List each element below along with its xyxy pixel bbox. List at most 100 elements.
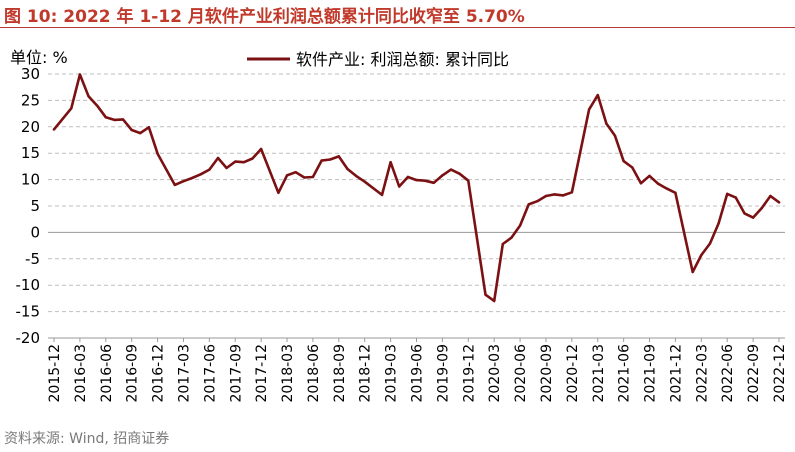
x-tick-label: 2020-09	[539, 344, 555, 403]
data-point	[113, 118, 116, 122]
data-point	[328, 158, 332, 161]
x-tick-label: 2016-06	[99, 344, 115, 403]
data-point	[544, 194, 548, 198]
data-point	[769, 194, 772, 198]
y-tick-label: 5	[30, 197, 40, 215]
data-point	[553, 193, 556, 196]
x-tick-label: 2019-09	[435, 344, 451, 403]
data-point	[104, 116, 107, 119]
data-point	[467, 179, 470, 182]
data-point	[631, 166, 634, 169]
data-point	[139, 131, 142, 135]
data-point	[639, 182, 643, 185]
data-point	[208, 168, 211, 171]
title-divider	[0, 27, 795, 28]
x-axis: 2015-12 2016-03 2016-06 2016-09 2016-12 2017-…	[47, 231, 788, 403]
data-point	[562, 194, 565, 197]
x-tick-label: 2019-06	[410, 344, 426, 403]
data-point	[259, 147, 263, 151]
data-point	[648, 174, 651, 178]
data-point	[587, 108, 591, 111]
x-tick-label: 2017-12	[254, 344, 270, 403]
source-note: 资料来源: Wind, 招商证券	[4, 431, 170, 447]
x-tick-label: 2022-03	[694, 344, 710, 403]
x-tick-label: 2018-03	[280, 344, 296, 403]
data-point	[665, 187, 668, 190]
data-point	[52, 128, 56, 131]
y-tick-label: 10	[21, 171, 40, 189]
data-point	[234, 160, 237, 163]
data-point	[605, 122, 608, 125]
data-point	[311, 175, 315, 179]
data-point	[363, 180, 366, 183]
data-point	[492, 299, 496, 303]
data-point	[449, 168, 453, 171]
legend-label: 软件产业: 利润总额: 累计同比	[296, 50, 509, 69]
x-tick-label: 2020-03	[487, 344, 503, 403]
series-line-0	[52, 73, 781, 303]
data-point	[441, 174, 444, 177]
data-point	[406, 175, 410, 179]
data-point	[337, 155, 341, 158]
x-tick-label: 2021-09	[643, 344, 659, 403]
data-point	[458, 172, 461, 175]
data-point	[743, 212, 746, 215]
y-tick-label: -5	[25, 250, 40, 268]
data-point	[518, 224, 522, 227]
data-point	[536, 200, 539, 203]
data-point	[596, 93, 599, 97]
data-point	[173, 183, 177, 187]
data-point	[61, 117, 64, 121]
x-tick-label: 2017-03	[176, 344, 192, 403]
data-point	[760, 206, 763, 210]
y-tick-label: -10	[16, 276, 41, 294]
x-tick-label: 2020-06	[513, 344, 529, 403]
data-point	[251, 157, 254, 160]
data-point	[380, 193, 384, 197]
x-tick-label: 2022-06	[720, 344, 736, 403]
data-point	[354, 174, 358, 178]
data-point	[277, 191, 280, 194]
data-point	[156, 152, 159, 155]
data-point	[303, 176, 306, 179]
x-tick-label: 2018-12	[358, 344, 374, 403]
data-point	[78, 73, 82, 76]
unit-label: 单位: %	[10, 48, 68, 67]
series-layer	[52, 73, 781, 303]
data-point	[95, 104, 99, 107]
x-tick-label: 2015-12	[47, 344, 63, 403]
data-point	[199, 173, 202, 176]
data-point	[734, 196, 738, 199]
data-point	[70, 107, 73, 110]
data-point	[700, 253, 703, 257]
data-point	[398, 185, 401, 188]
data-point	[751, 216, 755, 219]
data-point	[389, 160, 392, 164]
data-point	[726, 192, 729, 196]
y-tick-label: 20	[21, 118, 40, 136]
data-point	[777, 201, 781, 204]
data-point	[294, 171, 297, 174]
x-tick-label: 2019-12	[461, 344, 477, 403]
data-point	[717, 222, 720, 225]
y-axis-tick-labels: 30 25 20 15 10 5 0 -5 -10 -15 -20	[16, 65, 41, 347]
data-point	[285, 174, 289, 177]
data-point	[613, 134, 617, 137]
data-point	[570, 191, 574, 194]
y-tick-label: 25	[21, 91, 40, 109]
x-tick-label: 2016-03	[73, 344, 89, 403]
x-tick-label: 2018-09	[332, 344, 348, 403]
data-point	[656, 182, 660, 186]
figure-title: 图 10: 2022 年 1-12 月软件产业利润总额累计同比收窄至 5.70%	[4, 7, 525, 27]
x-tick-label: 2021-12	[668, 344, 684, 403]
y-tick-label: 15	[21, 144, 40, 162]
x-tick-label: 2022-09	[746, 344, 762, 403]
legend: 软件产业: 利润总额: 累计同比	[247, 50, 509, 69]
gridlines	[48, 73, 785, 339]
x-tick-label: 2017-09	[228, 344, 244, 403]
data-point	[622, 159, 625, 163]
data-point	[415, 178, 418, 182]
data-point	[320, 159, 323, 162]
data-point	[121, 118, 125, 121]
